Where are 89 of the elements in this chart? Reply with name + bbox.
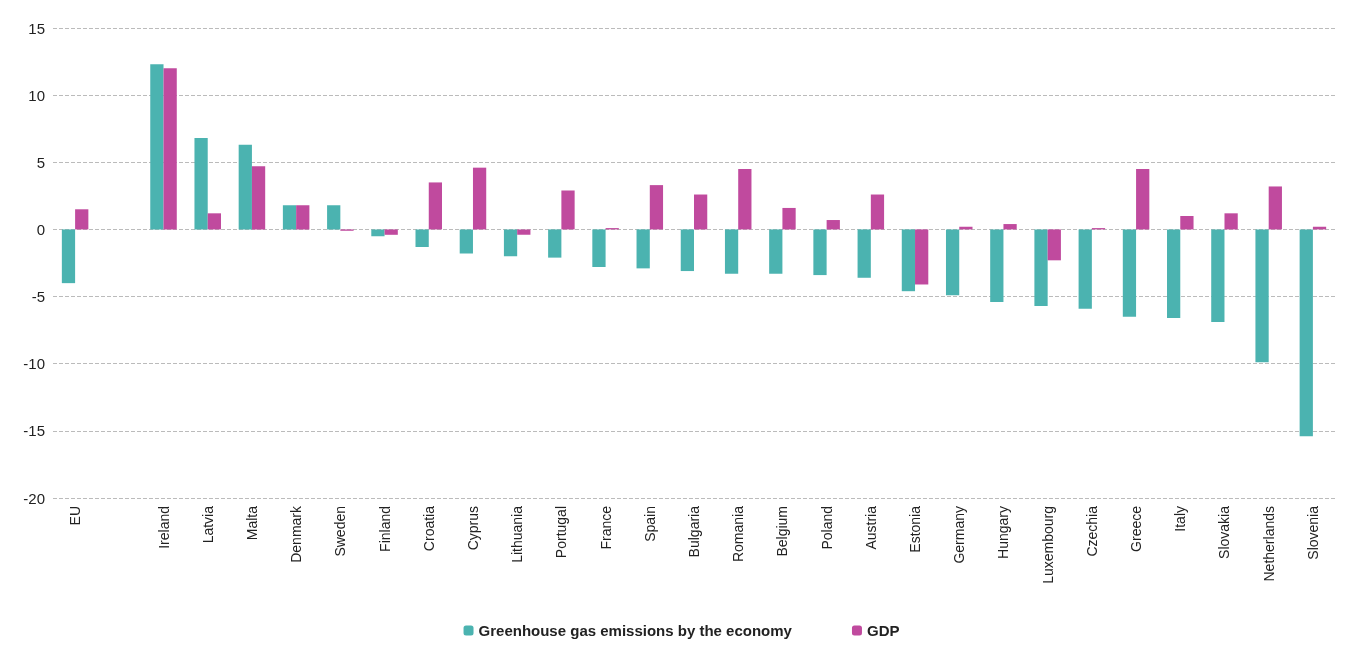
x-tick-label: EU [67, 506, 84, 526]
x-tick-label: Poland [818, 506, 835, 550]
x-tick-label: Germany [951, 506, 968, 564]
x-tick-label: Slovakia [1216, 505, 1233, 559]
x-tick-label: Croatia [420, 505, 437, 552]
bar [694, 194, 708, 230]
bar [636, 229, 650, 269]
y-tick-label: -15 [23, 422, 45, 440]
bar [945, 229, 960, 296]
x-tick-label: France [597, 505, 614, 550]
bar [415, 229, 429, 247]
bar [1268, 186, 1282, 230]
x-tick-label: Netherlands [1260, 506, 1277, 582]
x-tick-label: Estonia [907, 505, 924, 553]
bar [1047, 229, 1061, 261]
bar [1122, 229, 1137, 317]
bar [1299, 229, 1313, 437]
x-tick-label: Portugal [553, 506, 570, 559]
x-tick-label: Cyprus [464, 506, 481, 551]
x-tick-label: Finland [376, 506, 393, 552]
bar [371, 229, 385, 237]
bar [150, 64, 164, 230]
bar [282, 205, 297, 230]
bar [296, 205, 310, 230]
x-tick-label: Romania [730, 505, 747, 563]
bar [1255, 229, 1269, 363]
bar [1003, 224, 1017, 230]
x-tick-label: Belgium [774, 506, 791, 557]
bar [769, 229, 783, 274]
y-tick-label: -20 [23, 489, 45, 507]
bar [1136, 169, 1150, 230]
y-tick-label: 0 [36, 220, 45, 238]
bar [782, 207, 796, 230]
bar [327, 205, 341, 230]
bar [472, 167, 487, 230]
bar [428, 182, 443, 230]
bar [724, 229, 739, 274]
x-tick-label: Lithuania [509, 505, 526, 563]
x-tick-label: Ireland [155, 506, 172, 549]
bar [870, 194, 885, 230]
legend-label: GDP [866, 622, 900, 639]
bar [1078, 229, 1092, 309]
bar [561, 190, 575, 230]
bar [459, 229, 473, 254]
y-tick-label: 10 [28, 86, 45, 104]
bar [548, 229, 562, 258]
x-tick-label: Greece [1128, 505, 1145, 552]
x-tick-label: Malta [243, 505, 260, 541]
bar [1224, 213, 1238, 230]
bar [901, 229, 916, 292]
x-tick-label: Luxembourg [1039, 506, 1056, 584]
x-tick-label: Czechia [1083, 505, 1100, 557]
bar [75, 209, 89, 230]
bar [1180, 216, 1194, 230]
bar [503, 229, 518, 257]
x-tick-label: Bulgaria [686, 505, 702, 558]
x-tick-label: Slovenia [1304, 505, 1321, 560]
bar [649, 185, 664, 230]
bar [238, 144, 252, 230]
bar [61, 229, 76, 284]
x-tick-label: Hungary [995, 506, 1012, 559]
bar [826, 220, 840, 230]
x-tick-label: Denmark [288, 505, 305, 563]
bar [915, 229, 929, 285]
bar [680, 229, 694, 272]
bar [592, 229, 606, 268]
bar [194, 138, 208, 230]
y-tick-label: -10 [23, 355, 45, 373]
x-tick-label: Latvia [199, 505, 216, 544]
x-tick-label: Austria [862, 505, 879, 550]
x-tick-label: Spain [641, 506, 658, 542]
bar [384, 229, 398, 235]
bar [857, 229, 871, 278]
bar [813, 229, 827, 276]
bar [990, 229, 1004, 302]
x-tick-label: Italy [1172, 506, 1189, 532]
bar [1167, 229, 1181, 319]
x-tick-label: Sweden [332, 506, 349, 557]
y-tick-label: 15 [28, 19, 45, 37]
legend-label: Greenhouse gas emissions by the economy [478, 622, 793, 639]
bar [163, 68, 177, 230]
bar [517, 229, 531, 235]
y-tick-label: 5 [36, 153, 45, 171]
bar [1034, 229, 1048, 306]
y-tick-label: -5 [31, 288, 45, 306]
bar [251, 166, 266, 230]
bar [207, 213, 221, 230]
bar [1211, 229, 1225, 323]
bar [738, 169, 752, 230]
